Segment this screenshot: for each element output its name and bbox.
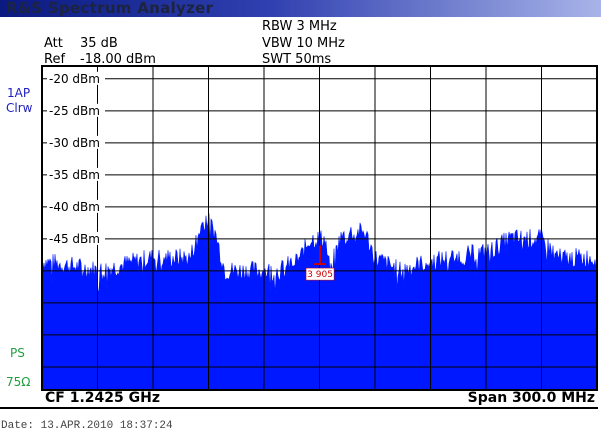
y-tick-label-bg [47,103,105,117]
att-label: Att [44,36,63,51]
y-tick-label-bg [47,231,105,245]
trace-label: 1AP [7,86,31,100]
ps-label: PS [10,346,25,360]
y-tick-label-bg [47,71,105,85]
plot-border [41,65,598,391]
y-tick-label: -20 dBm [49,72,100,86]
vbw-label: VBW 10 MHz [262,36,345,51]
span-label: Span 300.0 MHz [467,390,595,406]
y-tick-label: -45 dBm [49,232,100,246]
spectrum-plot: -20 dBm -25 dBm -30 dBm -35 dBm -40 dBm -45 d… [41,65,598,391]
y-tick-label-bg [47,167,105,181]
y-tick-label-bg [47,199,105,213]
app-title: R&S Spectrum Analyzer [6,0,214,17]
ref-value: -18.00 dBm [80,52,156,67]
ref-label: Ref [44,52,66,67]
marker-label-box [305,267,335,281]
att-value: 35 dB [80,36,118,51]
date-stamp: Date: 13.APR.2010 18:37:24 [1,420,173,432]
y-tick-label: -35 dBm [49,168,100,182]
y-tick-label: -40 dBm [49,200,100,214]
footer-bar [0,389,598,409]
swt-label: SWT 50ms [262,52,332,67]
y-tick-label: -30 dBm [49,136,100,150]
rbw-label: RBW 3 MHz [262,19,337,34]
trace-mode-label: Clrw [6,101,33,115]
center-frequency: CF 1.2425 GHz [45,390,160,406]
y-tick-label: -25 dBm [49,104,100,118]
title-bar: R&S Spectrum Analyzer [0,0,601,17]
impedance-label: 75Ω [6,375,31,389]
marker-label: 3 905 [307,270,333,280]
y-tick-label-bg [47,135,105,149]
